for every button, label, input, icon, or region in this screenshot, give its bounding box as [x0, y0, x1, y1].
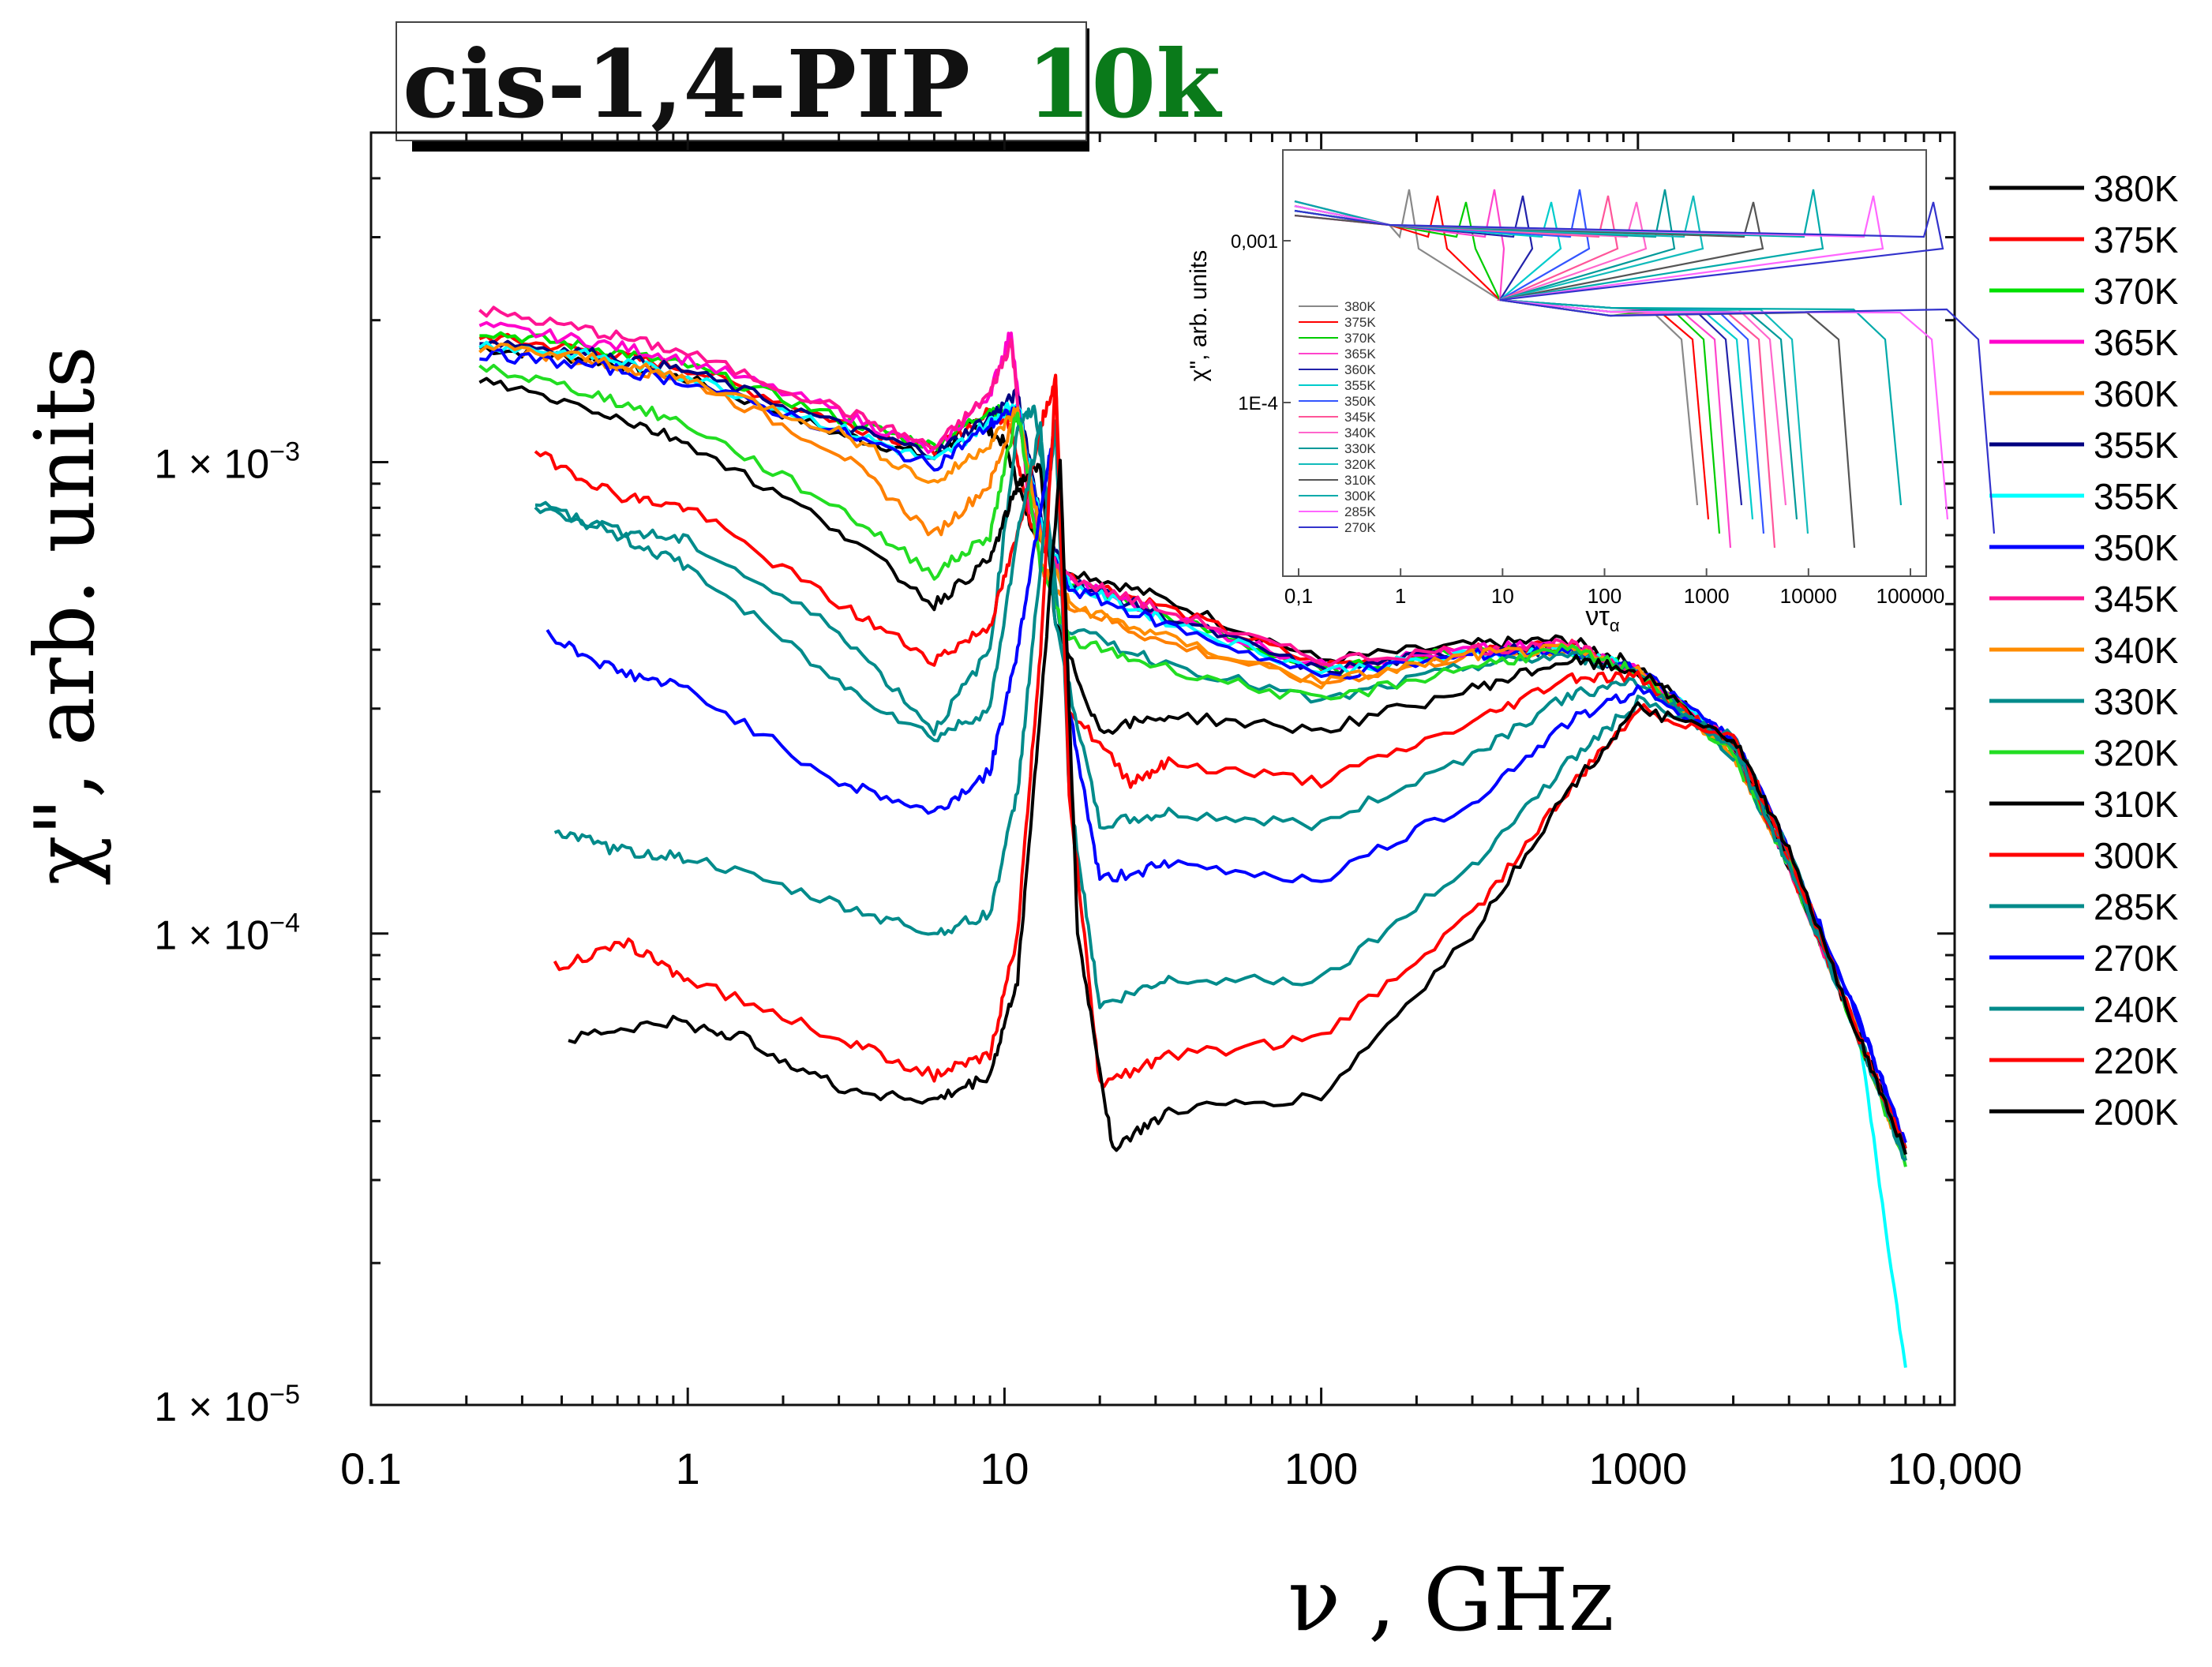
series-line-240k-16 [553, 419, 1907, 1156]
y-tick-label: 1 × 10−4 [154, 908, 300, 959]
inset-legend-label: 300K [1344, 489, 1376, 504]
inset-x-label: ντα [1585, 601, 1619, 635]
inset-series-line [1294, 189, 1699, 506]
axis-ticks [369, 131, 1956, 1407]
series-line-320k-11 [478, 363, 1907, 1167]
inset-x-label-sub: α [1610, 616, 1620, 635]
inset-legend-label: 355K [1344, 378, 1376, 393]
inset-legend-label: 320K [1344, 457, 1376, 472]
y-tick-exp: −3 [269, 436, 300, 466]
legend-label: 340K [2094, 630, 2179, 671]
legend-label: 360K [2094, 373, 2179, 414]
legend-label: 310K [2094, 784, 2179, 825]
title-frame [396, 21, 1087, 141]
title-box: cis-1,4-PIP 10k [396, 21, 1222, 152]
inset-x-tick-label: 10 [1491, 584, 1514, 608]
inset-legend-label: 270K [1344, 520, 1376, 535]
y-tick-base: 1 × 10 [154, 913, 269, 959]
inset-x-tick-label: 10000 [1780, 584, 1837, 608]
x-tick-label: 1000 [1589, 1444, 1688, 1493]
inset-series-line [1294, 195, 1809, 534]
legend-label: 300K [2094, 835, 2179, 876]
y-tick-base: 1 × 10 [154, 1384, 269, 1430]
legend-label: 355K [2094, 476, 2179, 517]
x-axis-label: ν , GHz [1288, 1549, 1614, 1650]
title-prefix: cis-1,4-PIP [403, 29, 970, 139]
series-line-285k-14 [534, 421, 1907, 1162]
plot-frame [369, 131, 1956, 1407]
y-tick-label: 1 × 10−5 [154, 1380, 300, 1430]
legend-label: 380K [2094, 168, 2179, 209]
inset-legend-label: 350K [1344, 394, 1376, 409]
inset-x-tick-label: 100000 [1876, 584, 1945, 608]
inset-legend-label: 330K [1344, 441, 1376, 456]
inset-series-line [1294, 201, 1996, 534]
inset-legend-label: 370K [1344, 331, 1376, 346]
inset-x-label-main: ντ [1585, 601, 1610, 631]
y-axis-label: χ", arb. units [17, 346, 113, 886]
inset-series-line [1294, 201, 1721, 534]
inset-x-tick-label: 0,1 [1284, 584, 1313, 608]
x-tick-label: 1 [676, 1444, 700, 1493]
legend-label: 270K [2094, 938, 2179, 979]
x-tick-label: 10,000 [1887, 1444, 2022, 1493]
legend-label: 220K [2094, 1040, 2179, 1081]
inset-legend-label: 285K [1344, 504, 1376, 519]
title-suffix: 10k [1026, 29, 1222, 139]
inset-legend-label: 360K [1344, 362, 1376, 377]
legend-label: 320K [2094, 732, 2179, 774]
inset-y-label: χ", arb. units [1186, 250, 1212, 381]
legend-label: 345K [2094, 579, 2179, 620]
inset-y-tick-label: 0,001 [1231, 231, 1278, 253]
legend-label: 350K [2094, 527, 2179, 568]
y-tick-exp: −5 [269, 1380, 300, 1410]
legend-label: 330K [2094, 681, 2179, 722]
series-group [478, 305, 1907, 1368]
inset-legend-label: 345K [1344, 410, 1376, 425]
inset-x-tick-label: 1 [1395, 584, 1406, 608]
inset-x-tick-label: 1000 [1684, 584, 1730, 608]
y-tick-exp: −4 [269, 908, 300, 938]
legend-label: 240K [2094, 989, 2179, 1030]
legend-label: 200K [2094, 1092, 2179, 1133]
inset-content: 0,1 1 10 100 1000 10000 100000 0,001 1E-4 380K375… [1231, 189, 1996, 608]
inset-legend-label: 375K [1344, 315, 1376, 330]
legend-label: 365K [2094, 322, 2179, 363]
inset-x-tick-label: 100 [1588, 584, 1622, 608]
inset-series-line [1294, 201, 1754, 520]
legend-label: 355K [2094, 425, 2179, 466]
inset-series-line [1294, 195, 1743, 506]
series-line-200k-18 [568, 459, 1907, 1156]
inset-y-tick-label: 1E-4 [1238, 393, 1278, 414]
y-tick-base: 1 × 10 [154, 441, 269, 487]
inset-legend-label: 340K [1344, 425, 1376, 440]
x-tick-label: 100 [1284, 1444, 1358, 1493]
legend: 380K 375K 370K 365K 360K 355K 355K 350K 345K 340K… [1989, 168, 2179, 1133]
inset-series-line [1294, 195, 1710, 520]
chart-title: cis-1,4-PIP 10k [403, 29, 1222, 139]
legend-label: 370K [2094, 271, 2179, 312]
inset-legend-label: 310K [1344, 473, 1376, 488]
x-tick-label: 0.1 [340, 1444, 402, 1493]
inset-legend-label: 380K [1344, 299, 1376, 314]
legend-label: 285K [2094, 886, 2179, 927]
y-tick-label: 1 × 10−3 [154, 436, 300, 487]
x-tick-label: 10 [980, 1444, 1029, 1493]
inset-legend-label: 365K [1344, 347, 1376, 361]
inset-series-line [1294, 189, 1732, 549]
inset-chart: 0,1 1 10 100 1000 10000 100000 0,001 1E-4 380K375… [1186, 149, 1996, 635]
legend-label: 375K [2094, 219, 2179, 260]
